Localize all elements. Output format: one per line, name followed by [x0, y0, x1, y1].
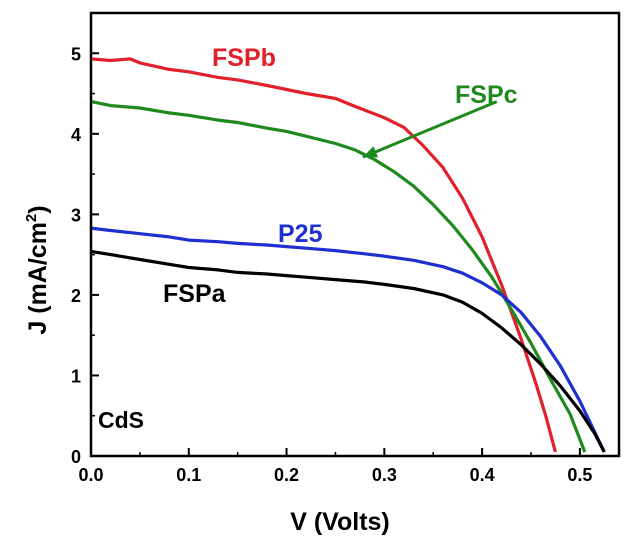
x-tick-label: 0.4: [470, 465, 495, 485]
label-fspb: FSPb: [212, 44, 276, 72]
y-axis-title-main: J (mA/cm: [24, 222, 52, 335]
x-tick-label: 0.2: [274, 465, 299, 485]
x-tick-label: 0.5: [567, 465, 592, 485]
x-tick-label: 0.1: [176, 465, 201, 485]
callout-arrowhead: [362, 146, 379, 158]
series-line-p25: [90, 226, 606, 453]
material-annotation-cds: CdS: [98, 407, 144, 433]
label-fspa: FSPa: [163, 280, 227, 308]
series-lines: [90, 57, 606, 453]
y-tick-label: 5: [71, 44, 81, 64]
plot-frame: [89, 11, 621, 458]
x-tick-label: 0.3: [372, 465, 397, 485]
fspc-callout-arrow: [362, 100, 498, 159]
y-tick-label: 0: [71, 447, 81, 467]
x-axis-ticks: 0.0 0.1 0.2 0.3 0.4 0.5: [78, 448, 592, 485]
y-tick-label: 3: [71, 205, 81, 225]
y-axis-ticks: 0 1 2 3 4 5: [71, 44, 99, 467]
y-axis-title: J (mA/cm2): [23, 205, 52, 334]
y-tick-label: 4: [71, 125, 81, 145]
x-tick-label: 0.0: [78, 465, 103, 485]
callout-shaft: [362, 100, 498, 159]
x-axis-title: V (Volts): [290, 508, 390, 536]
y-tick-label: 2: [71, 286, 81, 306]
label-p25: P25: [278, 220, 323, 248]
series-line-fspa: [90, 249, 606, 453]
series-line-fspc: [90, 100, 587, 453]
y-axis-title-superscript: 2: [23, 214, 40, 222]
series-line-fspb: [90, 57, 557, 453]
y-tick-label: 1: [71, 366, 81, 386]
y-axis-title-close: ): [24, 205, 52, 213]
